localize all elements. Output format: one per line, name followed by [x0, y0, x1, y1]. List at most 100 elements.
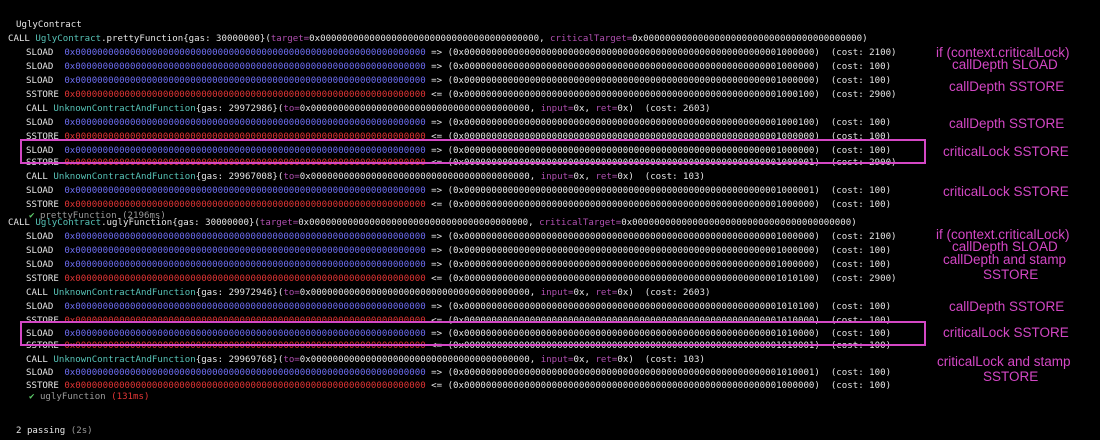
- line-segment: SSTORE: [26, 274, 65, 284]
- line-segment: 0x00000000000000000000000000000000000000…: [298, 218, 529, 228]
- line-segment: <= (: [425, 274, 454, 284]
- line-segment: 0x00000000000000000000000000000000000000…: [64, 146, 426, 156]
- line-segment: => (: [425, 76, 454, 86]
- line-segment: {gas: 29972986}: [195, 104, 278, 114]
- line-segment: CALL: [26, 172, 54, 182]
- line-segment: ,: [529, 104, 541, 114]
- terminal-line: SLOAD 0x00000000000000000000000000000000…: [26, 145, 956, 157]
- line-segment: ) (cost: 100): [814, 132, 892, 142]
- line-segment: ,: [539, 34, 551, 44]
- line-segment: 0x00000000000000000000000000000000000000…: [453, 260, 815, 270]
- line-segment: SLOAD: [26, 118, 65, 128]
- terminal-line: ✔ prettyFunction (2196ms): [29, 210, 959, 222]
- line-segment: 0x: [573, 355, 585, 365]
- line-segment: 0x: [617, 288, 629, 298]
- line-segment: ) (cost: 100): [814, 186, 892, 196]
- line-segment: 0x: [617, 172, 629, 182]
- line-segment: 0x00000000000000000000000000000000000000…: [632, 34, 863, 44]
- terminal-line: SSTORE 0x0000000000000000000000000000000…: [26, 199, 956, 211]
- line-segment: {gas: 29967008}: [195, 172, 278, 182]
- line-segment: to=: [283, 172, 300, 182]
- terminal-line: SLOAD 0x00000000000000000000000000000000…: [26, 328, 956, 340]
- line-segment: 0x00000000000000000000000000000000000000…: [64, 232, 426, 242]
- line-segment: 0x00000000000000000000000000000000000000…: [64, 90, 426, 100]
- line-segment: CALL: [8, 218, 36, 228]
- annotation-label: SSTORE: [983, 267, 1039, 282]
- line-segment: 0x00000000000000000000000000000000000000…: [309, 34, 540, 44]
- line-segment: 0x00000000000000000000000000000000000000…: [64, 132, 426, 142]
- line-segment: ,: [584, 104, 596, 114]
- line-segment: ): [851, 218, 857, 228]
- line-segment: ret=: [595, 288, 618, 298]
- line-segment: criticalTarget=: [550, 34, 633, 44]
- line-segment: ret=: [595, 104, 618, 114]
- terminal-line: SLOAD 0x00000000000000000000000000000000…: [26, 259, 956, 271]
- line-segment: => (: [425, 260, 454, 270]
- highlight-box: [20, 321, 926, 346]
- line-segment: 0x: [573, 104, 585, 114]
- line-segment: ) (cost: 2603): [628, 104, 711, 114]
- line-segment: => (: [425, 302, 454, 312]
- line-segment: 0x00000000000000000000000000000000000000…: [453, 76, 815, 86]
- terminal-line: SLOAD 0x00000000000000000000000000000000…: [26, 231, 956, 243]
- line-segment: 0x00000000000000000000000000000000000000…: [453, 132, 815, 142]
- line-segment: 0x00000000000000000000000000000000000000…: [453, 200, 815, 210]
- line-segment: 0x00000000000000000000000000000000000000…: [64, 302, 426, 312]
- annotation-label: callDepth SSTORE: [949, 116, 1065, 131]
- line-segment: (: [265, 34, 271, 44]
- line-segment: => (: [425, 246, 454, 256]
- line-segment: ) (cost: 100): [814, 302, 892, 312]
- line-segment: .uglyFunction: [101, 218, 173, 228]
- line-segment: ) (cost: 100): [814, 246, 892, 256]
- terminal-line: CALL UnknownContractAndFunction{gas: 299…: [26, 171, 956, 183]
- line-segment: UnknownContractAndFunction: [53, 355, 196, 365]
- line-segment: ) (cost: 2900): [814, 274, 897, 284]
- line-segment: SLOAD: [26, 62, 65, 72]
- line-segment: SLOAD: [26, 260, 65, 270]
- highlight-box: [20, 139, 926, 164]
- annotation-label: criticalLock and stamp: [937, 354, 1071, 369]
- terminal-line: UglyContract: [16, 19, 946, 31]
- line-segment: 0x: [617, 104, 629, 114]
- line-segment: ) (cost: 100): [814, 368, 892, 378]
- annotation-label: callDepth SSTORE: [949, 299, 1065, 314]
- line-segment: ) (cost: 100): [814, 341, 892, 351]
- terminal-line: CALL UnknownContractAndFunction{gas: 299…: [26, 287, 956, 299]
- terminal-line: CALL UglyContract.prettyFunction{gas: 30…: [8, 33, 938, 45]
- line-segment: 0x00000000000000000000000000000000000000…: [64, 341, 426, 351]
- line-segment: 0x00000000000000000000000000000000000000…: [453, 274, 815, 284]
- line-segment: 0x00000000000000000000000000000000000000…: [64, 329, 426, 339]
- line-segment: ,: [529, 288, 541, 298]
- terminal-line: SLOAD 0x00000000000000000000000000000000…: [26, 117, 956, 129]
- line-segment: => (: [425, 62, 454, 72]
- line-segment: 0x: [573, 288, 585, 298]
- line-segment: ) (cost: 100): [814, 62, 892, 72]
- line-segment: 0x00000000000000000000000000000000000000…: [64, 48, 426, 58]
- annotation-label: callDepth SSTORE: [949, 79, 1065, 94]
- terminal-line: SLOAD 0x00000000000000000000000000000000…: [26, 75, 956, 87]
- line-segment: to=: [283, 104, 300, 114]
- terminal-line: CALL UglyContract.uglyFunction{gas: 3000…: [8, 217, 938, 229]
- line-segment: (: [277, 288, 284, 298]
- line-segment: 0x00000000000000000000000000000000000000…: [453, 232, 815, 242]
- terminal-line: SLOAD 0x00000000000000000000000000000000…: [26, 367, 956, 379]
- line-segment: ✔: [29, 211, 40, 221]
- line-segment: ,: [529, 355, 541, 365]
- line-segment: to=: [283, 355, 300, 365]
- line-segment: SLOAD: [26, 232, 65, 242]
- line-segment: 0x00000000000000000000000000000000000000…: [453, 341, 815, 351]
- line-segment: => (: [425, 232, 454, 242]
- line-segment: SLOAD: [26, 368, 65, 378]
- line-segment: 0x00000000000000000000000000000000000000…: [64, 274, 426, 284]
- line-segment: ,: [584, 355, 596, 365]
- annotation-label: if (context.criticalLock): [936, 227, 1070, 242]
- line-segment: CALL: [26, 288, 54, 298]
- terminal-line: SLOAD 0x00000000000000000000000000000000…: [26, 245, 956, 257]
- line-segment: {gas: 29972946}: [195, 288, 278, 298]
- line-segment: 0x00000000000000000000000000000000000000…: [64, 76, 426, 86]
- line-segment: (131ms): [105, 392, 150, 402]
- annotation-label: callDepth SLOAD: [952, 57, 1058, 72]
- line-segment: CALL: [8, 34, 36, 44]
- line-segment: ,: [529, 172, 541, 182]
